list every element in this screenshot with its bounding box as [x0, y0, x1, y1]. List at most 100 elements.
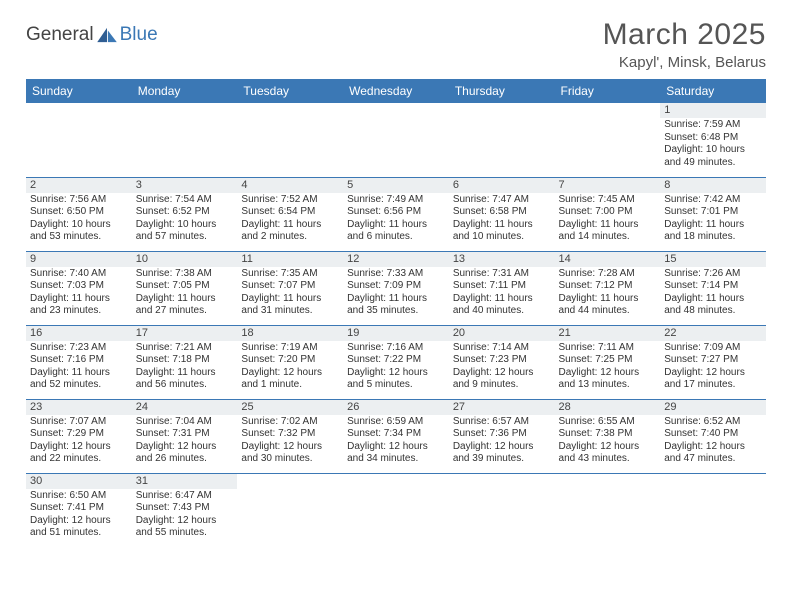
- daylight-text: Daylight: 11 hours and 31 minutes.: [241, 293, 339, 318]
- calendar-week-row: 1Sunrise: 7:59 AMSunset: 6:48 PMDaylight…: [26, 103, 766, 177]
- sunrise-text: Sunrise: 7:54 AM: [136, 194, 234, 207]
- day-number: 26: [343, 400, 449, 415]
- sunset-text: Sunset: 7:22 PM: [347, 354, 445, 367]
- calendar-empty-cell: [343, 103, 449, 177]
- calendar-day-cell: 26Sunrise: 6:59 AMSunset: 7:34 PMDayligh…: [343, 399, 449, 473]
- day-details: Sunrise: 7:16 AMSunset: 7:22 PMDaylight:…: [343, 341, 449, 394]
- sunrise-text: Sunrise: 7:23 AM: [30, 342, 128, 355]
- calendar-head: SundayMondayTuesdayWednesdayThursdayFrid…: [26, 79, 766, 103]
- sunset-text: Sunset: 7:36 PM: [453, 428, 551, 441]
- daylight-text: Daylight: 10 hours and 57 minutes.: [136, 219, 234, 244]
- day-number: 30: [26, 474, 132, 489]
- month-title: March 2025: [603, 18, 766, 52]
- day-number: 3: [132, 178, 238, 193]
- day-number: 23: [26, 400, 132, 415]
- day-details: Sunrise: 7:56 AMSunset: 6:50 PMDaylight:…: [26, 193, 132, 246]
- daylight-text: Daylight: 11 hours and 35 minutes.: [347, 293, 445, 318]
- daylight-text: Daylight: 12 hours and 51 minutes.: [30, 515, 128, 540]
- sunset-text: Sunset: 7:16 PM: [30, 354, 128, 367]
- logo: General Blue: [26, 24, 158, 46]
- sunset-text: Sunset: 7:00 PM: [559, 206, 657, 219]
- sunrise-text: Sunrise: 7:56 AM: [30, 194, 128, 207]
- calendar-empty-cell: [449, 473, 555, 547]
- weekday-header: Sunday: [26, 79, 132, 103]
- sunset-text: Sunset: 6:52 PM: [136, 206, 234, 219]
- sunset-text: Sunset: 6:54 PM: [241, 206, 339, 219]
- sunrise-text: Sunrise: 6:47 AM: [136, 490, 234, 503]
- calendar-empty-cell: [555, 473, 661, 547]
- calendar-day-cell: 11Sunrise: 7:35 AMSunset: 7:07 PMDayligh…: [237, 251, 343, 325]
- day-number: 22: [660, 326, 766, 341]
- day-number: 2: [26, 178, 132, 193]
- day-details: Sunrise: 6:57 AMSunset: 7:36 PMDaylight:…: [449, 415, 555, 468]
- sunset-text: Sunset: 7:09 PM: [347, 280, 445, 293]
- sunrise-text: Sunrise: 7:38 AM: [136, 268, 234, 281]
- calendar-day-cell: 29Sunrise: 6:52 AMSunset: 7:40 PMDayligh…: [660, 399, 766, 473]
- day-details: Sunrise: 7:11 AMSunset: 7:25 PMDaylight:…: [555, 341, 661, 394]
- calendar-empty-cell: [449, 103, 555, 177]
- day-number: 14: [555, 252, 661, 267]
- sunrise-text: Sunrise: 7:42 AM: [664, 194, 762, 207]
- sunset-text: Sunset: 7:40 PM: [664, 428, 762, 441]
- sunset-text: Sunset: 7:38 PM: [559, 428, 657, 441]
- sunrise-text: Sunrise: 7:33 AM: [347, 268, 445, 281]
- calendar-week-row: 2Sunrise: 7:56 AMSunset: 6:50 PMDaylight…: [26, 177, 766, 251]
- sunrise-text: Sunrise: 7:47 AM: [453, 194, 551, 207]
- calendar-day-cell: 28Sunrise: 6:55 AMSunset: 7:38 PMDayligh…: [555, 399, 661, 473]
- sunset-text: Sunset: 7:05 PM: [136, 280, 234, 293]
- calendar-empty-cell: [343, 473, 449, 547]
- sunrise-text: Sunrise: 7:19 AM: [241, 342, 339, 355]
- daylight-text: Daylight: 11 hours and 40 minutes.: [453, 293, 551, 318]
- sunset-text: Sunset: 6:56 PM: [347, 206, 445, 219]
- sunrise-text: Sunrise: 7:14 AM: [453, 342, 551, 355]
- calendar-table: SundayMondayTuesdayWednesdayThursdayFrid…: [26, 79, 766, 547]
- sunset-text: Sunset: 7:29 PM: [30, 428, 128, 441]
- day-number: 19: [343, 326, 449, 341]
- calendar-week-row: 30Sunrise: 6:50 AMSunset: 7:41 PMDayligh…: [26, 473, 766, 547]
- day-number: 4: [237, 178, 343, 193]
- daylight-text: Daylight: 11 hours and 44 minutes.: [559, 293, 657, 318]
- calendar-day-cell: 9Sunrise: 7:40 AMSunset: 7:03 PMDaylight…: [26, 251, 132, 325]
- weekday-header: Thursday: [449, 79, 555, 103]
- calendar-day-cell: 21Sunrise: 7:11 AMSunset: 7:25 PMDayligh…: [555, 325, 661, 399]
- sunset-text: Sunset: 7:01 PM: [664, 206, 762, 219]
- calendar-empty-cell: [555, 103, 661, 177]
- day-number: 29: [660, 400, 766, 415]
- sunset-text: Sunset: 7:27 PM: [664, 354, 762, 367]
- daylight-text: Daylight: 11 hours and 6 minutes.: [347, 219, 445, 244]
- calendar-day-cell: 13Sunrise: 7:31 AMSunset: 7:11 PMDayligh…: [449, 251, 555, 325]
- day-number: 15: [660, 252, 766, 267]
- day-details: Sunrise: 7:23 AMSunset: 7:16 PMDaylight:…: [26, 341, 132, 394]
- logo-word1: General: [26, 24, 94, 46]
- sunrise-text: Sunrise: 6:59 AM: [347, 416, 445, 429]
- day-details: Sunrise: 6:52 AMSunset: 7:40 PMDaylight:…: [660, 415, 766, 468]
- daylight-text: Daylight: 12 hours and 43 minutes.: [559, 441, 657, 466]
- day-number: 12: [343, 252, 449, 267]
- title-block: March 2025 Kapyl', Minsk, Belarus: [603, 18, 766, 71]
- day-details: Sunrise: 6:47 AMSunset: 7:43 PMDaylight:…: [132, 489, 238, 542]
- daylight-text: Daylight: 11 hours and 48 minutes.: [664, 293, 762, 318]
- sunset-text: Sunset: 7:03 PM: [30, 280, 128, 293]
- sunset-text: Sunset: 7:25 PM: [559, 354, 657, 367]
- daylight-text: Daylight: 12 hours and 17 minutes.: [664, 367, 762, 392]
- sunset-text: Sunset: 7:31 PM: [136, 428, 234, 441]
- sunrise-text: Sunrise: 7:04 AM: [136, 416, 234, 429]
- day-details: Sunrise: 7:26 AMSunset: 7:14 PMDaylight:…: [660, 267, 766, 320]
- sunset-text: Sunset: 7:34 PM: [347, 428, 445, 441]
- day-number: 16: [26, 326, 132, 341]
- day-details: Sunrise: 7:59 AMSunset: 6:48 PMDaylight:…: [660, 118, 766, 171]
- calendar-day-cell: 12Sunrise: 7:33 AMSunset: 7:09 PMDayligh…: [343, 251, 449, 325]
- daylight-text: Daylight: 12 hours and 13 minutes.: [559, 367, 657, 392]
- day-number: 18: [237, 326, 343, 341]
- day-details: Sunrise: 7:21 AMSunset: 7:18 PMDaylight:…: [132, 341, 238, 394]
- sunrise-text: Sunrise: 7:35 AM: [241, 268, 339, 281]
- daylight-text: Daylight: 11 hours and 18 minutes.: [664, 219, 762, 244]
- calendar-day-cell: 19Sunrise: 7:16 AMSunset: 7:22 PMDayligh…: [343, 325, 449, 399]
- sunrise-text: Sunrise: 7:52 AM: [241, 194, 339, 207]
- day-details: Sunrise: 7:09 AMSunset: 7:27 PMDaylight:…: [660, 341, 766, 394]
- sunrise-text: Sunrise: 7:31 AM: [453, 268, 551, 281]
- sunrise-text: Sunrise: 6:55 AM: [559, 416, 657, 429]
- calendar-day-cell: 7Sunrise: 7:45 AMSunset: 7:00 PMDaylight…: [555, 177, 661, 251]
- daylight-text: Daylight: 12 hours and 1 minute.: [241, 367, 339, 392]
- day-details: Sunrise: 7:40 AMSunset: 7:03 PMDaylight:…: [26, 267, 132, 320]
